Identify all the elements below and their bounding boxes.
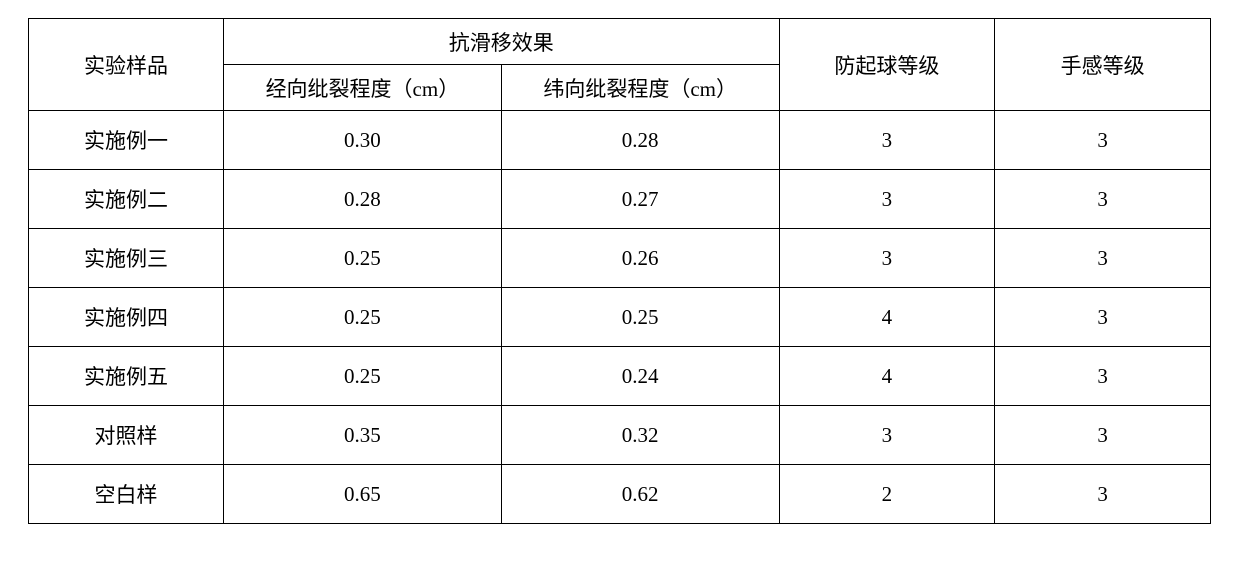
cell-sample: 对照样 bbox=[29, 406, 224, 465]
table-row: 实施例五 0.25 0.24 4 3 bbox=[29, 347, 1211, 406]
cell-handfeel: 3 bbox=[995, 111, 1211, 170]
table-row: 空白样 0.65 0.62 2 3 bbox=[29, 465, 1211, 524]
cell-pilling: 3 bbox=[779, 406, 995, 465]
cell-pilling: 2 bbox=[779, 465, 995, 524]
header-row-1: 实验样品 抗滑移效果 防起球等级 手感等级 bbox=[29, 19, 1211, 65]
cell-warp: 0.25 bbox=[224, 347, 502, 406]
table-row: 实施例三 0.25 0.26 3 3 bbox=[29, 229, 1211, 288]
cell-weft: 0.26 bbox=[501, 229, 779, 288]
table-row: 实施例一 0.30 0.28 3 3 bbox=[29, 111, 1211, 170]
cell-handfeel: 3 bbox=[995, 288, 1211, 347]
cell-warp: 0.30 bbox=[224, 111, 502, 170]
cell-warp: 0.28 bbox=[224, 170, 502, 229]
cell-sample: 实施例四 bbox=[29, 288, 224, 347]
table-row: 对照样 0.35 0.32 3 3 bbox=[29, 406, 1211, 465]
cell-handfeel: 3 bbox=[995, 465, 1211, 524]
cell-handfeel: 3 bbox=[995, 347, 1211, 406]
col-header-warp: 经向纰裂程度（cm） bbox=[224, 65, 502, 111]
cell-warp: 0.25 bbox=[224, 288, 502, 347]
cell-weft: 0.62 bbox=[501, 465, 779, 524]
col-header-weft: 纬向纰裂程度（cm） bbox=[501, 65, 779, 111]
col-header-handfeel: 手感等级 bbox=[995, 19, 1211, 111]
cell-pilling: 3 bbox=[779, 170, 995, 229]
cell-weft: 0.28 bbox=[501, 111, 779, 170]
cell-handfeel: 3 bbox=[995, 170, 1211, 229]
cell-sample: 实施例三 bbox=[29, 229, 224, 288]
cell-pilling: 4 bbox=[779, 347, 995, 406]
cell-weft: 0.25 bbox=[501, 288, 779, 347]
cell-warp: 0.65 bbox=[224, 465, 502, 524]
col-header-sample: 实验样品 bbox=[29, 19, 224, 111]
cell-sample: 实施例二 bbox=[29, 170, 224, 229]
table-body: 实施例一 0.30 0.28 3 3 实施例二 0.28 0.27 3 3 实施… bbox=[29, 111, 1211, 524]
cell-weft: 0.32 bbox=[501, 406, 779, 465]
cell-handfeel: 3 bbox=[995, 406, 1211, 465]
cell-sample: 实施例一 bbox=[29, 111, 224, 170]
cell-handfeel: 3 bbox=[995, 229, 1211, 288]
col-header-anti-slip-group: 抗滑移效果 bbox=[224, 19, 780, 65]
cell-sample: 空白样 bbox=[29, 465, 224, 524]
table-container: 实验样品 抗滑移效果 防起球等级 手感等级 经向纰裂程度（cm） 纬向纰裂程度（… bbox=[0, 0, 1239, 542]
table-row: 实施例二 0.28 0.27 3 3 bbox=[29, 170, 1211, 229]
cell-weft: 0.24 bbox=[501, 347, 779, 406]
table-row: 实施例四 0.25 0.25 4 3 bbox=[29, 288, 1211, 347]
table-header: 实验样品 抗滑移效果 防起球等级 手感等级 经向纰裂程度（cm） 纬向纰裂程度（… bbox=[29, 19, 1211, 111]
data-table: 实验样品 抗滑移效果 防起球等级 手感等级 经向纰裂程度（cm） 纬向纰裂程度（… bbox=[28, 18, 1211, 524]
cell-weft: 0.27 bbox=[501, 170, 779, 229]
cell-pilling: 3 bbox=[779, 111, 995, 170]
cell-sample: 实施例五 bbox=[29, 347, 224, 406]
cell-warp: 0.25 bbox=[224, 229, 502, 288]
cell-warp: 0.35 bbox=[224, 406, 502, 465]
cell-pilling: 3 bbox=[779, 229, 995, 288]
col-header-pilling: 防起球等级 bbox=[779, 19, 995, 111]
cell-pilling: 4 bbox=[779, 288, 995, 347]
